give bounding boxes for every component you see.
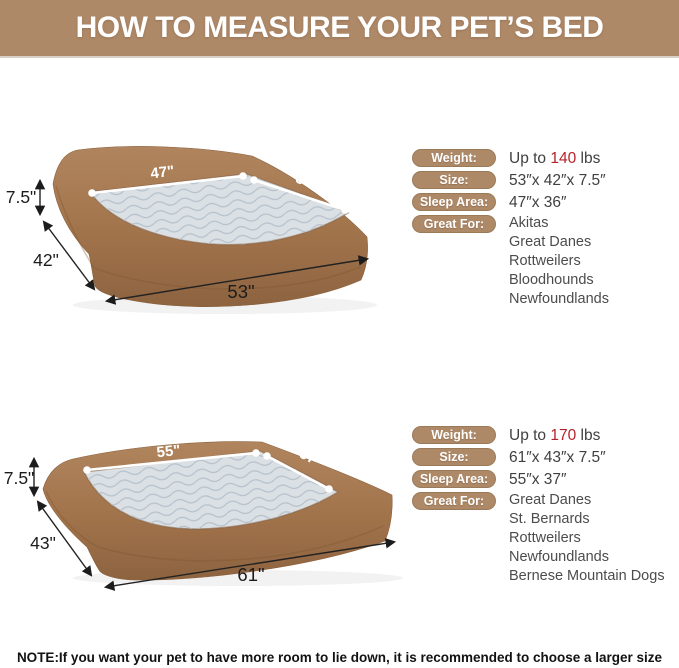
sleep-area-value: 55″x 37″ bbox=[509, 470, 567, 488]
sleep-area-label-pill: Sleep Area: bbox=[412, 193, 496, 211]
breed-item: Rottweilers bbox=[509, 253, 581, 269]
breed-item: St. Bernards bbox=[509, 511, 590, 527]
inner-width-line bbox=[86, 451, 257, 472]
spec-row-size: Size: 61″x 43″x 7.5″ bbox=[412, 448, 676, 466]
page-title: HOW TO MEASURE YOUR PET’S BED bbox=[75, 11, 604, 44]
specs-panel-large: Weight: Up to 170 lbs Size: 61″x 43″x 7.… bbox=[412, 426, 676, 588]
breed-item: Rottweilers bbox=[509, 530, 581, 546]
side-arrow bbox=[42, 220, 96, 291]
inner-depth-dot-bottom bbox=[325, 485, 333, 493]
spec-row-weight: Weight: Up to 140 lbs bbox=[412, 149, 676, 167]
size-value: 61″x 43″x 7.5″ bbox=[509, 448, 606, 466]
weight-number: 140 bbox=[550, 149, 577, 167]
bed-illustration-small: 47" 36" 7.5" 42" 53" bbox=[6, 146, 377, 314]
front-label: 53" bbox=[227, 281, 254, 302]
bed-mattress-texture bbox=[90, 174, 348, 245]
size-label-pill: Size: bbox=[412, 171, 496, 189]
spec-row-weight: Weight: Up to 170 lbs bbox=[412, 426, 676, 444]
great-for-label-pill: Great For: bbox=[412, 492, 496, 510]
breed-item: Newfoundlands bbox=[509, 291, 609, 307]
inner-width-dot-right bbox=[252, 449, 260, 457]
inner-depth-dot-top bbox=[263, 452, 271, 460]
inner-width-line bbox=[91, 174, 244, 195]
inner-width-label: 47" bbox=[150, 163, 176, 183]
weight-value: Up to 140 lbs bbox=[509, 149, 601, 167]
footer-note: NOTE:If you want your pet to have more r… bbox=[16, 650, 663, 665]
spec-row-size: Size: 53″x 42″x 7.5″ bbox=[412, 171, 676, 189]
inner-depth-line bbox=[253, 178, 346, 212]
sleep-area-label-pill: Sleep Area: bbox=[412, 470, 496, 488]
inner-depth-dot-bottom bbox=[341, 206, 349, 214]
weight-label-pill: Weight: bbox=[412, 426, 496, 444]
breed-item: Akitas bbox=[509, 215, 549, 231]
spec-row-sleep-area: Sleep Area: 55″x 37″ bbox=[412, 470, 676, 488]
inner-depth-line bbox=[266, 454, 330, 491]
spec-row-great-for: Great For: Great Danes St. Bernards Rott… bbox=[412, 492, 676, 584]
breed-item: Newfoundlands bbox=[509, 549, 609, 565]
height-label: 7.5" bbox=[6, 187, 37, 207]
front-label: 61" bbox=[237, 564, 264, 585]
inner-width-label: 55" bbox=[156, 442, 181, 461]
breed-item: Bernese Mountain Dogs bbox=[509, 568, 665, 584]
side-label: 42" bbox=[33, 250, 59, 270]
bed-mattress-texture bbox=[84, 451, 338, 529]
breed-item: Great Danes bbox=[509, 234, 592, 250]
inner-depth-label: 36" bbox=[293, 170, 321, 194]
inner-width-dot-right bbox=[239, 172, 247, 180]
breed-item: Great Danes bbox=[509, 492, 592, 508]
side-arrow bbox=[36, 500, 93, 577]
front-arrow bbox=[103, 538, 397, 591]
height-label: 7.5" bbox=[4, 468, 35, 488]
sleep-area-value: 47″x 36″ bbox=[509, 193, 567, 211]
breed-list: Great Danes St. Bernards Rottweilers New… bbox=[509, 492, 665, 584]
specs-panel-small: Weight: Up to 140 lbs Size: 53″x 42″x 7.… bbox=[412, 149, 676, 311]
inner-depth-dot-top bbox=[250, 176, 258, 184]
breed-list: Akitas Great Danes Rottweilers Bloodhoun… bbox=[509, 215, 609, 307]
spec-row-sleep-area: Sleep Area: 47″x 36″ bbox=[412, 193, 676, 211]
size-value: 53″x 42″x 7.5″ bbox=[509, 171, 606, 189]
weight-number: 170 bbox=[550, 426, 577, 444]
size-label-pill: Size: bbox=[412, 448, 496, 466]
breed-item: Bloodhounds bbox=[509, 272, 594, 288]
inner-width-dot-left bbox=[88, 189, 96, 197]
side-label: 43" bbox=[30, 533, 56, 553]
front-arrow bbox=[104, 255, 370, 305]
inner-width-dot-left bbox=[83, 466, 91, 474]
weight-label-pill: Weight: bbox=[412, 149, 496, 167]
header-banner: HOW TO MEASURE YOUR PET’S BED bbox=[0, 0, 679, 58]
bed-illustration-large: 55" 37" 7.5" 43" 61" bbox=[4, 441, 403, 591]
weight-value: Up to 170 lbs bbox=[509, 426, 601, 444]
great-for-label-pill: Great For: bbox=[412, 215, 496, 233]
spec-row-great-for: Great For: Akitas Great Danes Rottweiler… bbox=[412, 215, 676, 307]
